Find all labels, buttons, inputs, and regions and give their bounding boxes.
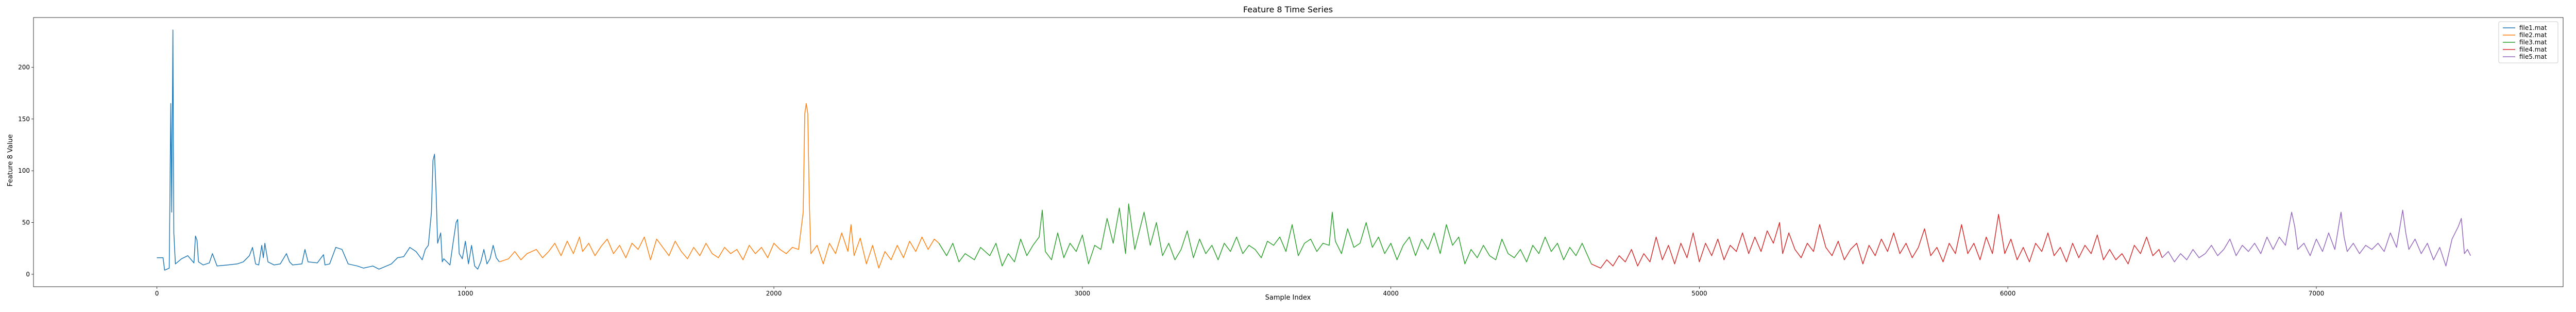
legend-label: file3.mat (2519, 39, 2547, 46)
legend-box (2498, 21, 2558, 63)
x-tick-label: 4000 (1383, 290, 1399, 297)
y-axis: 0 50 100 150 200 (18, 63, 33, 278)
plot-area (33, 17, 2564, 287)
legend-label: file4.mat (2519, 46, 2547, 53)
y-tick-label: 50 (22, 219, 30, 226)
legend-label: file1.mat (2519, 24, 2547, 31)
series-line-3 (938, 203, 1592, 267)
x-axis: 0 1000 2000 3000 4000 5000 6000 7000 (155, 287, 2325, 297)
y-axis-label: Feature 8 Value (7, 134, 14, 186)
x-axis-label: Sample Index (1265, 294, 1311, 302)
y-tick-label: 150 (18, 116, 30, 123)
y-tick-label: 200 (18, 63, 30, 71)
legend: file1.matfile2.matfile3.matfile4.matfile… (2498, 21, 2558, 63)
y-tick-label: 0 (26, 271, 30, 278)
x-tick-label: 5000 (1691, 290, 1707, 297)
x-tick-label: 2000 (766, 290, 782, 297)
series-line-4 (1591, 214, 2163, 269)
x-tick-label: 1000 (457, 290, 473, 297)
chart-title: Feature 8 Time Series (1243, 5, 1333, 14)
series-line-2 (499, 103, 939, 269)
x-tick-label: 0 (155, 290, 159, 297)
legend-label: file2.mat (2519, 31, 2547, 39)
series-line-1 (157, 29, 500, 271)
x-tick-label: 3000 (1075, 290, 1091, 297)
plot-frame (33, 17, 2564, 287)
x-tick-label: 7000 (2309, 290, 2325, 297)
series-line-5 (2162, 209, 2471, 267)
y-tick-label: 100 (18, 167, 30, 174)
x-tick-label: 6000 (2000, 290, 2016, 297)
legend-label: file5.mat (2519, 53, 2547, 60)
